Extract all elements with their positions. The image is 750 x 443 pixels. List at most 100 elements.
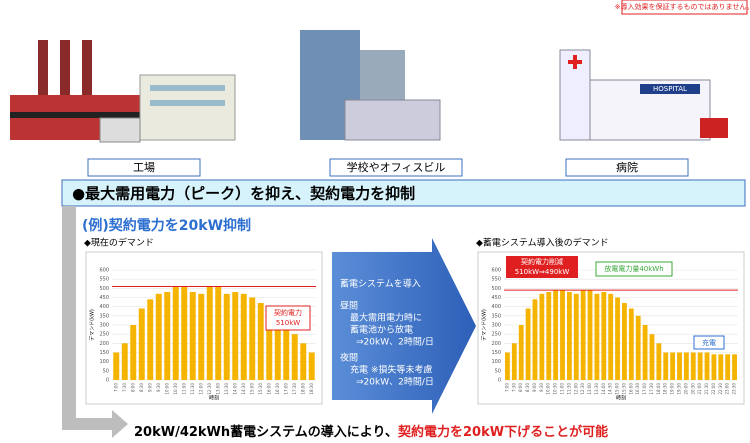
x-tick-label: 12:30 [580,383,585,395]
bar [608,294,613,380]
arrow-text: ⇒20kW、2時間/日 [356,337,434,348]
bar [718,354,723,380]
x-axis-label: 時刻 [209,395,219,402]
x-tick-label: 14:00 [601,383,606,395]
x-tick-label: 23:00 [725,383,730,395]
x-tick-label: 17:00 [642,383,647,395]
x-tick-label: 18:30 [663,383,668,395]
hospital-sign: HOSPITAL [653,85,687,93]
y-tick-label: 50 [103,368,109,374]
bar [215,287,221,381]
y-tick-label: 150 [491,350,501,356]
x-tick-label: 13:00 [587,383,592,395]
y-tick-label: 0 [498,378,501,384]
x-tick-label: 17:30 [292,383,297,395]
bar [533,299,538,380]
x-tick-label: 7:00 [504,383,509,392]
bar [249,298,255,381]
bar [581,290,586,380]
x-tick-label: 12:00 [573,383,578,395]
x-tick-label: 12:30 [207,383,212,395]
arrow-text: 昼間 [340,301,358,312]
bar [546,292,551,380]
x-tick-label: 8:30 [139,383,144,392]
bar [283,325,289,380]
x-tick-label: 11:00 [560,383,565,395]
x-tick-label: 14:00 [232,383,237,395]
x-tick-label: 16:30 [635,383,640,395]
bar [224,294,230,380]
callout: 放電電力量40kWh [604,264,663,273]
x-tick-label: 19:00 [670,383,675,395]
facility-label: 工場 [133,161,155,174]
bar [636,316,641,380]
bar [198,294,204,380]
y-axis-label: デマンド(kW) [481,309,488,341]
bar [574,294,579,380]
x-tick-label: 16:00 [266,383,271,395]
notice: ※導入効果を保証するものではありません。 [615,2,750,11]
bar [622,303,627,380]
bar [526,309,531,381]
bar [258,303,264,380]
bar [643,325,648,380]
office-icon [300,30,440,140]
x-axis-label: 時刻 [616,395,626,402]
arrow-text: ⇒20kW、2時間/日 [356,377,434,388]
bar [241,294,247,380]
x-tick-label: 18:30 [309,383,314,395]
x-tick-label: 7:00 [113,383,118,392]
bar [560,290,565,380]
x-tick-label: 13:00 [215,383,220,395]
x-tick-label: 21:00 [697,383,702,395]
x-tick-label: 14:30 [241,383,246,395]
x-tick-label: 15:00 [249,383,254,395]
x-tick-label: 11:30 [566,383,571,395]
bar [595,294,600,380]
y-tick-label: 350 [491,313,501,319]
y-tick-label: 550 [99,277,109,283]
bar [130,325,136,380]
x-tick-label: 12:00 [198,383,203,395]
x-tick-label: 10:00 [164,383,169,395]
x-tick-label: 17:00 [283,383,288,395]
bar [588,290,593,380]
arrow-text: 夜間 [340,352,358,364]
bar [650,334,655,380]
y-tick-label: 250 [491,332,501,338]
x-tick-label: 21:30 [704,383,709,395]
y-tick-label: 350 [99,313,109,319]
x-tick-label: 11:30 [190,383,195,395]
x-tick-label: 15:00 [615,383,620,395]
chart-title: ◆蓄電システム導入後のデマンド [476,237,609,249]
y-tick-label: 250 [99,332,109,338]
bar [712,354,717,380]
bar [732,354,737,380]
bottom-text-main: 20kW/42kWh蓄電システムの導入により、 [134,424,398,440]
x-tick-label: 19:30 [677,383,682,395]
x-tick-label: 8:00 [518,383,523,392]
y-tick-label: 100 [99,359,109,365]
bar [670,353,675,381]
arrow-text: 最大需用電力時に [350,312,422,324]
bar [519,325,524,380]
bar [691,353,696,381]
callout: 510kW⇒490kW [515,268,570,276]
y-tick-label: 500 [491,286,501,292]
arrow-text: 蓄電池から放電 [350,324,413,336]
y-tick-label: 550 [491,277,501,283]
bar [567,292,572,380]
bar [309,353,315,381]
bar [122,343,128,380]
bar [147,299,153,380]
y-tick-label: 0 [106,378,109,384]
chart-title: ◆現在のデマンド [84,237,154,249]
factory-icon [10,40,235,142]
x-tick-label: 20:30 [690,383,695,395]
facility-label: 学校やオフィスビル [347,160,446,174]
bar [512,343,517,380]
bar [139,309,145,381]
bar [684,353,689,381]
bar [300,343,306,380]
x-tick-label: 22:30 [718,383,723,395]
